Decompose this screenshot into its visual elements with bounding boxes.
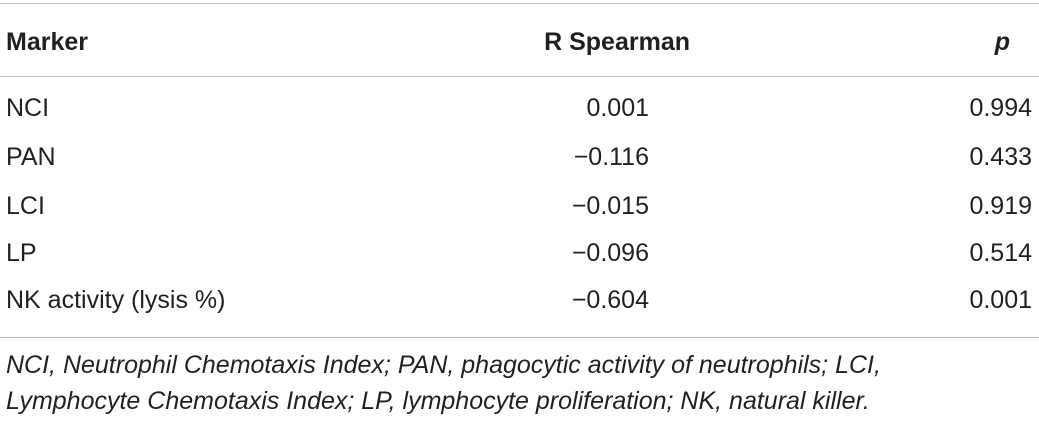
table-row: NCI 0.001 0.994 [0, 92, 1039, 140]
row-p-value: 0.919 [969, 192, 1032, 220]
table-header-rule [0, 76, 1039, 77]
table-footnote: NCI, Neutrophil Chemotaxis Index; PAN, p… [6, 347, 1033, 419]
row-r-value: 0.001 [586, 94, 649, 122]
row-marker: LCI [6, 192, 45, 220]
table-top-rule [0, 3, 1039, 4]
row-p-value: 0.433 [969, 143, 1032, 171]
footnote-line-1: NCI, Neutrophil Chemotaxis Index; PAN, p… [6, 351, 881, 379]
header-r-spearman: R Spearman [544, 28, 690, 56]
table-header-row: Marker R Spearman p [0, 18, 1039, 68]
footnote-line-2: Lymphocyte Chemotaxis Index; LP, lymphoc… [6, 387, 870, 415]
row-marker: LP [6, 239, 37, 267]
header-p: p [994, 28, 1010, 56]
table-row: LCI −0.015 0.919 [0, 190, 1039, 238]
row-p-value: 0.514 [969, 239, 1032, 267]
header-marker: Marker [6, 28, 88, 56]
row-marker: NCI [6, 94, 50, 122]
row-r-value: −0.015 [571, 192, 649, 220]
table-row: LP −0.096 0.514 [0, 237, 1039, 285]
row-r-value: −0.604 [571, 286, 649, 314]
row-p-value: 0.994 [969, 94, 1032, 122]
row-marker: PAN [6, 143, 56, 171]
table-row: NK activity (lysis %) −0.604 0.001 [0, 284, 1039, 332]
row-p-value: 0.001 [969, 286, 1032, 314]
row-marker: NK activity (lysis %) [6, 286, 226, 314]
table-bottom-rule [0, 337, 1039, 338]
row-r-value: −0.116 [573, 143, 649, 171]
table-row: PAN −0.116 0.433 [0, 141, 1039, 189]
row-r-value: −0.096 [571, 239, 649, 267]
